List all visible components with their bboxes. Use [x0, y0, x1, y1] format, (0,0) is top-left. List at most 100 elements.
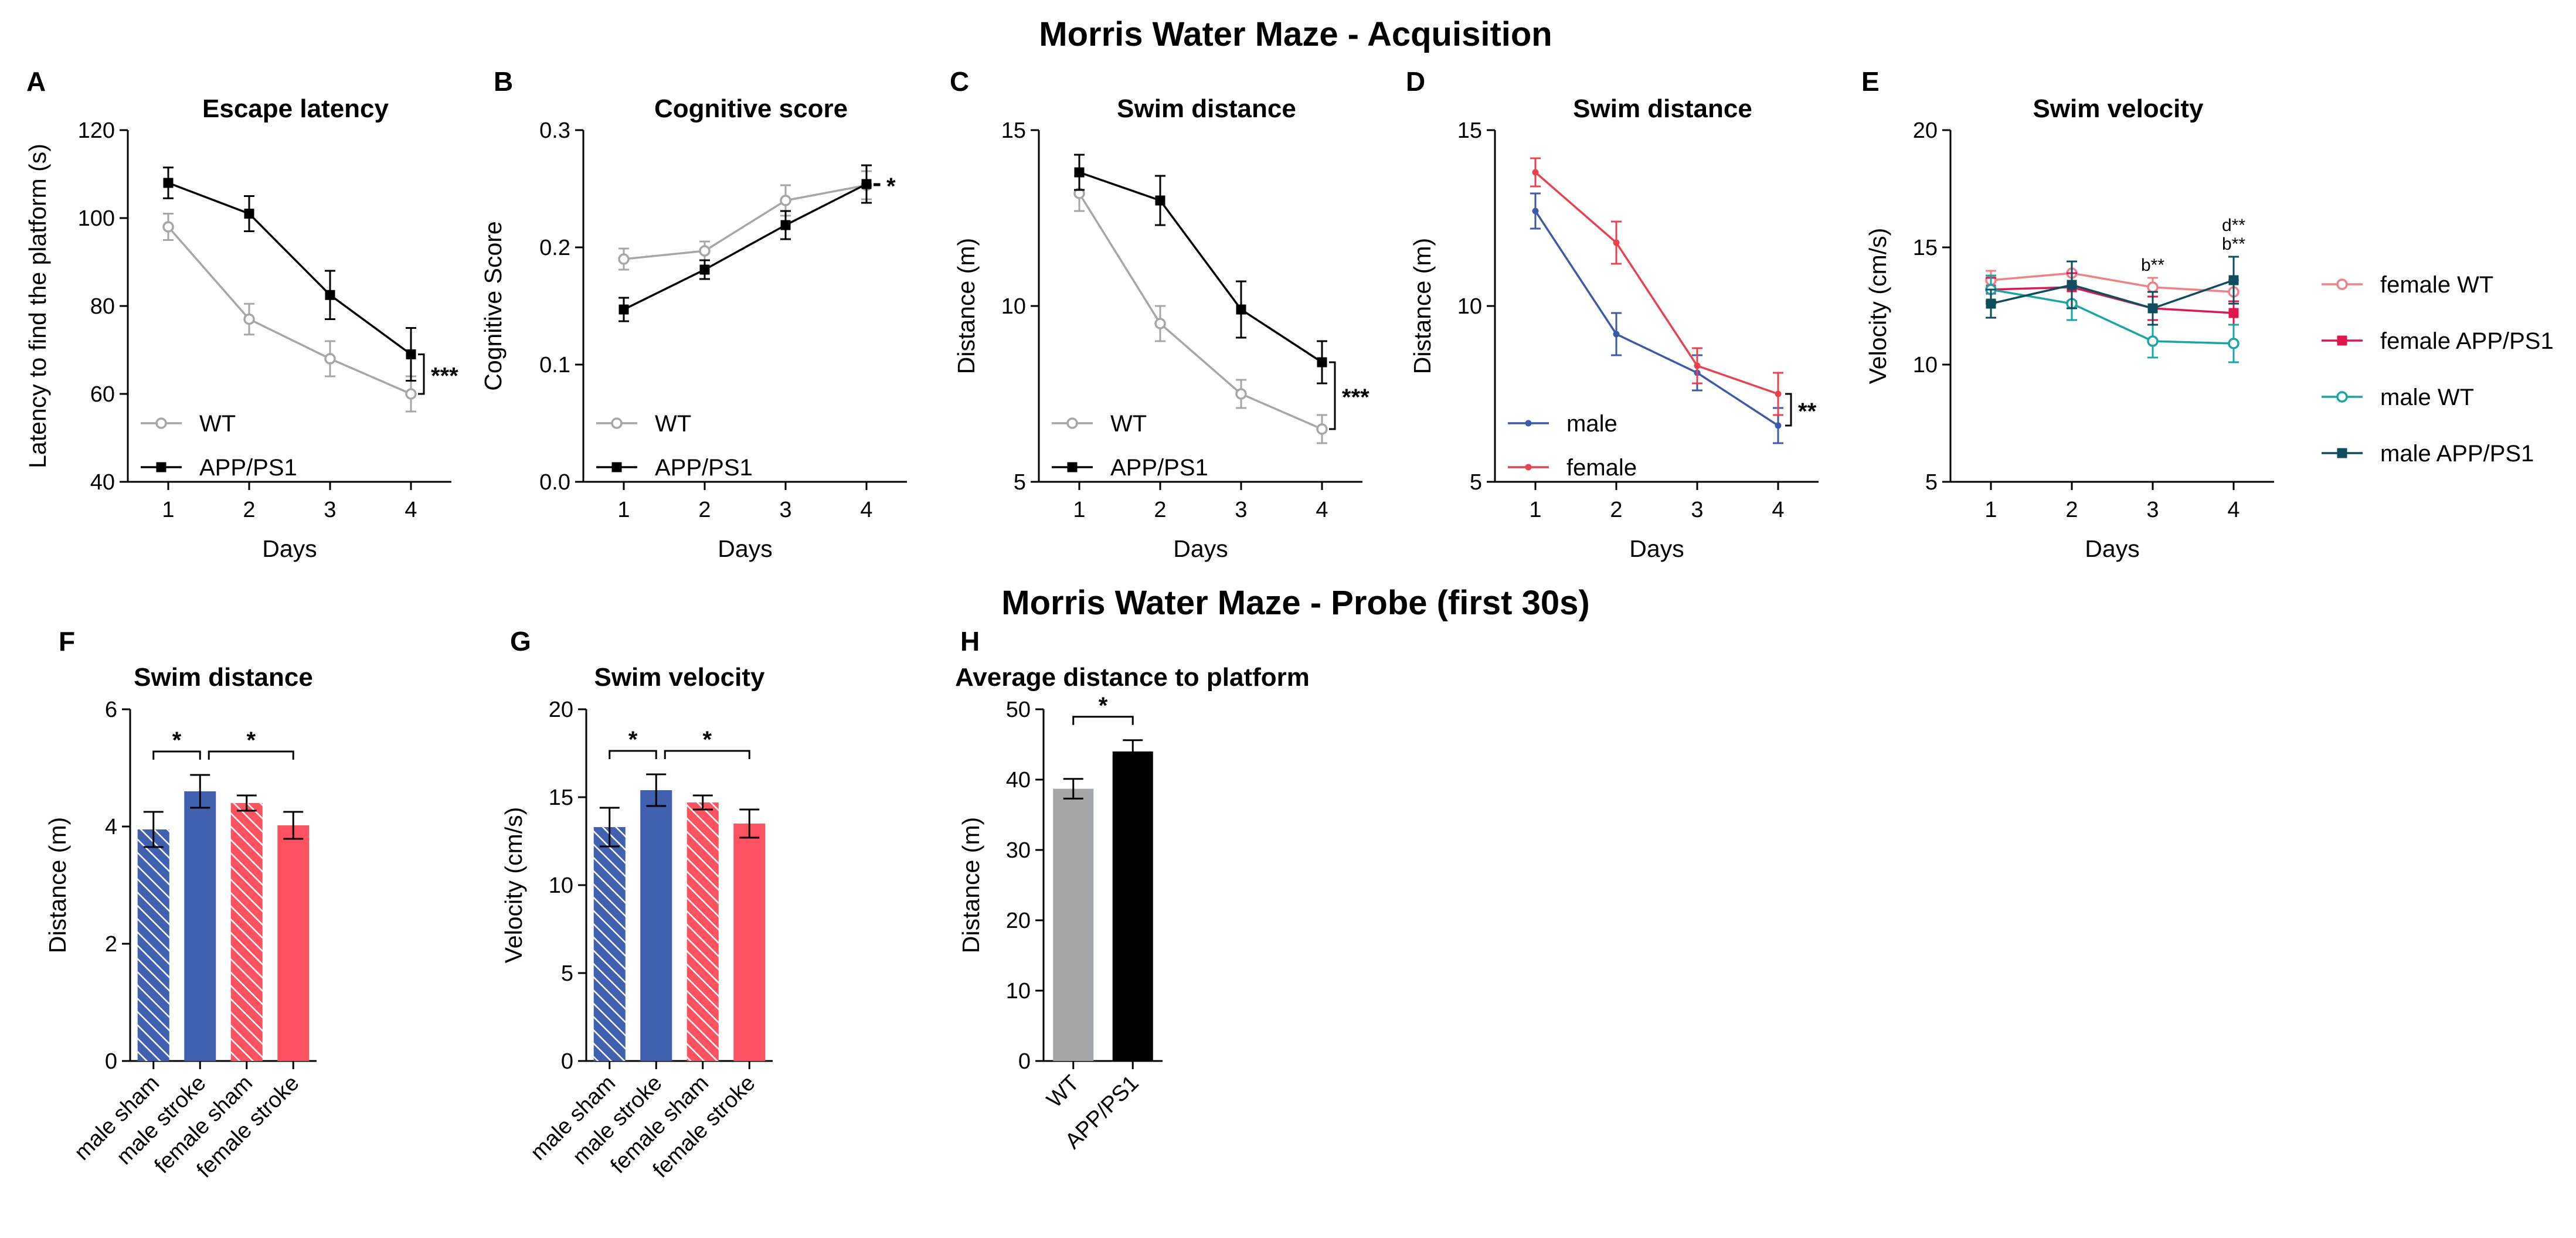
x-tick-label-D-0: 1	[1529, 498, 1541, 522]
panel-letter-E: E	[1861, 66, 1880, 97]
chart-D: D Swim distance 5 10 15 Distance (m) 1 2 3 4 Days m…	[1406, 66, 1819, 562]
y-axis-label-G: Velocity (cm/s)	[500, 807, 527, 964]
y-tick-label-B-0: 0.0	[539, 470, 570, 495]
x-tick-label-B-3: 4	[860, 498, 872, 522]
legend-marker-B-1	[611, 462, 622, 472]
chart-E: E Swim velocity 5 10 15 20 Velocity (cm/s) 1 2 3 4…	[1861, 66, 2554, 562]
legend-label-C-0: WT	[1110, 411, 1147, 437]
legend-label-B-1: APP/PS1	[655, 455, 753, 481]
point-A-1-1	[244, 209, 254, 219]
y-axis-label-H: Distance (m)	[957, 817, 984, 953]
point-E-1-3	[2228, 308, 2239, 318]
point-E-0-2	[2147, 281, 2159, 293]
sig-label-A: ***	[431, 363, 458, 389]
y-tick-label-H-1: 10	[1006, 979, 1031, 1004]
bar-H-1	[1112, 751, 1153, 1061]
panel-title-G: Swim velocity	[594, 663, 765, 692]
x-tick-label-A-1: 2	[243, 498, 255, 522]
series-E-2	[1985, 274, 2239, 363]
y-tick-label-B-3: 0.3	[539, 118, 570, 143]
x-tick-label-B-1: 2	[698, 498, 711, 522]
point-E-3-2	[2147, 303, 2158, 314]
bar-F-2	[230, 803, 263, 1061]
sig-bracket-D	[1785, 393, 1792, 427]
y-tick-label-H-0: 0	[1018, 1049, 1031, 1074]
point-B-1-0	[618, 304, 629, 315]
legend-label-B-0: WT	[655, 411, 691, 437]
sig-label-G-1: *	[702, 727, 712, 753]
x-tick-label-E-1: 2	[2065, 498, 2078, 522]
y-tick-label-G-2: 10	[549, 873, 573, 898]
bar-G-0	[593, 827, 626, 1061]
annotation-E-1: d**	[2222, 216, 2245, 235]
x-tick-label-A-0: 1	[162, 498, 174, 522]
bar-F-1	[184, 791, 216, 1061]
legend-label-E-1: female APP/PS1	[2380, 328, 2554, 354]
x-tick-label-C-0: 1	[1073, 498, 1085, 522]
series-line-D-1	[1534, 171, 1779, 395]
point-C-1-1	[1155, 195, 1165, 206]
y-tick-label-B-1: 0.1	[539, 353, 570, 377]
legend-marker-C-1	[1067, 462, 1078, 472]
chart-H: H Average distance to platform 0 10 20 30 40 50…	[955, 626, 1310, 1154]
y-axis-label-F: Distance (m)	[44, 817, 71, 953]
point-D-0-1	[1613, 331, 1620, 338]
panel-letter-D: D	[1406, 66, 1425, 97]
y-tick-label-F-1: 2	[105, 932, 117, 957]
point-A-0-0	[162, 221, 174, 233]
bar-F-0	[137, 829, 169, 1061]
point-B-1-3	[861, 179, 872, 189]
bar-G-3	[733, 824, 766, 1061]
point-B-0-0	[618, 253, 630, 265]
x-tick-label-C-1: 2	[1154, 498, 1166, 522]
x-tick-label-A-2: 3	[324, 498, 336, 522]
y-tick-label-C-1: 10	[1001, 294, 1026, 319]
point-C-1-2	[1236, 304, 1246, 315]
point-A-0-2	[324, 353, 336, 365]
point-A-1-0	[163, 178, 174, 188]
y-axis-label-B: Cognitive Score	[480, 221, 507, 390]
y-tick-label-C-2: 15	[1001, 118, 1026, 143]
panel-title-D: Swim distance	[1573, 94, 1752, 123]
y-tick-label-A-2: 80	[90, 294, 115, 319]
sig-bracket-F-0	[152, 750, 201, 760]
series-line-B-1	[623, 183, 867, 311]
series-C-1	[1074, 154, 1327, 385]
y-tick-label-F-0: 0	[105, 1049, 117, 1074]
legend-marker-E-0	[2336, 278, 2348, 290]
x-tick-label-E-3: 4	[2227, 498, 2239, 522]
y-axis-label-C: Distance (m)	[953, 238, 980, 374]
bar-G-1	[640, 790, 672, 1061]
series-line-E-3	[1990, 279, 2234, 310]
y-tick-label-E-0: 5	[1925, 470, 1938, 495]
panel-title-A: Escape latency	[202, 94, 389, 123]
y-tick-label-H-3: 30	[1006, 838, 1031, 863]
legend-marker-B-0	[611, 417, 623, 429]
y-tick-label-A-1: 60	[90, 382, 115, 407]
bar-G-2	[687, 802, 719, 1061]
series-A-1	[163, 166, 416, 382]
point-D-1-1	[1613, 239, 1620, 246]
x-tick-label-D-1: 2	[1610, 498, 1622, 522]
x-axis-label-E: Days	[2085, 535, 2139, 562]
sig-label-B: *	[886, 174, 896, 199]
x-tick-label-D-2: 3	[1691, 498, 1703, 522]
point-E-3-0	[1986, 298, 1996, 309]
sig-bracket-F-1	[208, 750, 294, 760]
legend-label-E-0: female WT	[2380, 272, 2493, 298]
x-tick-label-B-0: 1	[617, 498, 630, 522]
y-tick-label-E-3: 20	[1913, 118, 1938, 143]
x-axis-label-B: Days	[718, 535, 772, 562]
y-axis-label-D: Distance (m)	[1409, 238, 1436, 374]
bar-H-0	[1053, 788, 1094, 1061]
panel-title-B: Cognitive score	[654, 94, 848, 123]
panel-letter-C: C	[950, 66, 969, 97]
series-D-0	[1530, 192, 1783, 444]
series-line-D-0	[1534, 210, 1779, 427]
series-E-3	[1986, 256, 2239, 326]
y-tick-label-G-1: 5	[561, 961, 573, 986]
point-D-1-3	[1775, 390, 1782, 397]
x-tick-label-E-0: 1	[1984, 498, 1997, 522]
point-C-1-0	[1074, 167, 1085, 178]
